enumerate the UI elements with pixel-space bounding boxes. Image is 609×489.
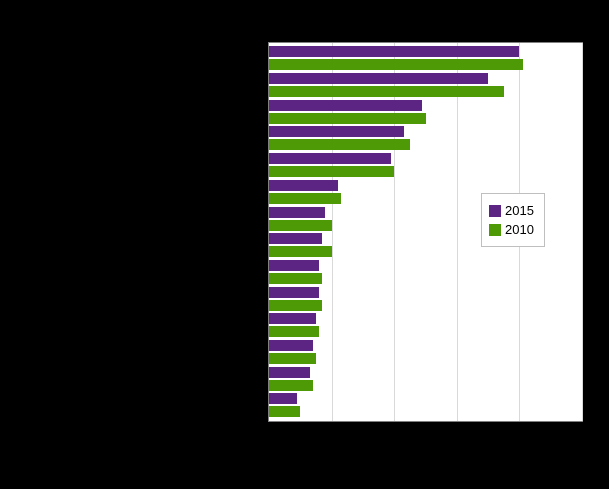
legend: 2015 2010 bbox=[481, 193, 545, 247]
bar-2010 bbox=[269, 59, 523, 71]
gridline bbox=[456, 43, 458, 421]
bar-2015 bbox=[269, 153, 392, 165]
bar-group bbox=[269, 46, 582, 71]
bar-group bbox=[269, 153, 582, 178]
bar-group bbox=[269, 340, 582, 365]
bar-2010 bbox=[269, 272, 323, 284]
bar-2015 bbox=[269, 286, 320, 298]
bar-2015 bbox=[269, 206, 326, 218]
legend-item-2015: 2015 bbox=[489, 203, 534, 218]
gridline bbox=[394, 43, 396, 421]
bar-group bbox=[269, 286, 582, 311]
bar-group bbox=[269, 233, 582, 258]
legend-label-2010: 2010 bbox=[505, 222, 534, 237]
bar-group bbox=[269, 393, 582, 418]
bar-group bbox=[269, 259, 582, 284]
bar-2015 bbox=[269, 259, 320, 271]
bar-group bbox=[269, 179, 582, 204]
gridline bbox=[331, 43, 333, 421]
bar-group bbox=[269, 126, 582, 151]
bar-2015 bbox=[269, 126, 404, 138]
bar-2010 bbox=[269, 166, 395, 178]
bar-2015 bbox=[269, 233, 323, 245]
bar-2015 bbox=[269, 46, 520, 58]
bar-2010 bbox=[269, 406, 301, 418]
bar-group bbox=[269, 366, 582, 391]
bar-2010 bbox=[269, 326, 320, 338]
bar-2015 bbox=[269, 99, 423, 111]
bar-2015 bbox=[269, 340, 313, 352]
bar-2015 bbox=[269, 73, 489, 85]
plot-area: 2015 2010 bbox=[268, 42, 583, 422]
legend-label-2015: 2015 bbox=[505, 203, 534, 218]
bar-groups bbox=[269, 43, 582, 421]
bar-2010 bbox=[269, 139, 410, 151]
bar-2010 bbox=[269, 246, 332, 258]
bar-group bbox=[269, 313, 582, 338]
bar-2010 bbox=[269, 353, 316, 365]
gridline bbox=[582, 43, 583, 421]
bar-2010 bbox=[269, 112, 426, 124]
legend-item-2010: 2010 bbox=[489, 222, 534, 237]
bar-2010 bbox=[269, 219, 332, 231]
legend-swatch-2015-icon bbox=[489, 204, 501, 217]
bar-2010 bbox=[269, 379, 313, 391]
bar-group bbox=[269, 206, 582, 231]
bar-2015 bbox=[269, 393, 298, 405]
bar-2010 bbox=[269, 299, 323, 311]
bar-group bbox=[269, 99, 582, 124]
bar-2015 bbox=[269, 313, 316, 325]
bar-2015 bbox=[269, 366, 310, 378]
bar-group bbox=[269, 73, 582, 98]
bar-2010 bbox=[269, 192, 341, 204]
legend-swatch-2010-icon bbox=[489, 223, 501, 236]
bar-2010 bbox=[269, 86, 504, 98]
bar-2015 bbox=[269, 179, 338, 191]
